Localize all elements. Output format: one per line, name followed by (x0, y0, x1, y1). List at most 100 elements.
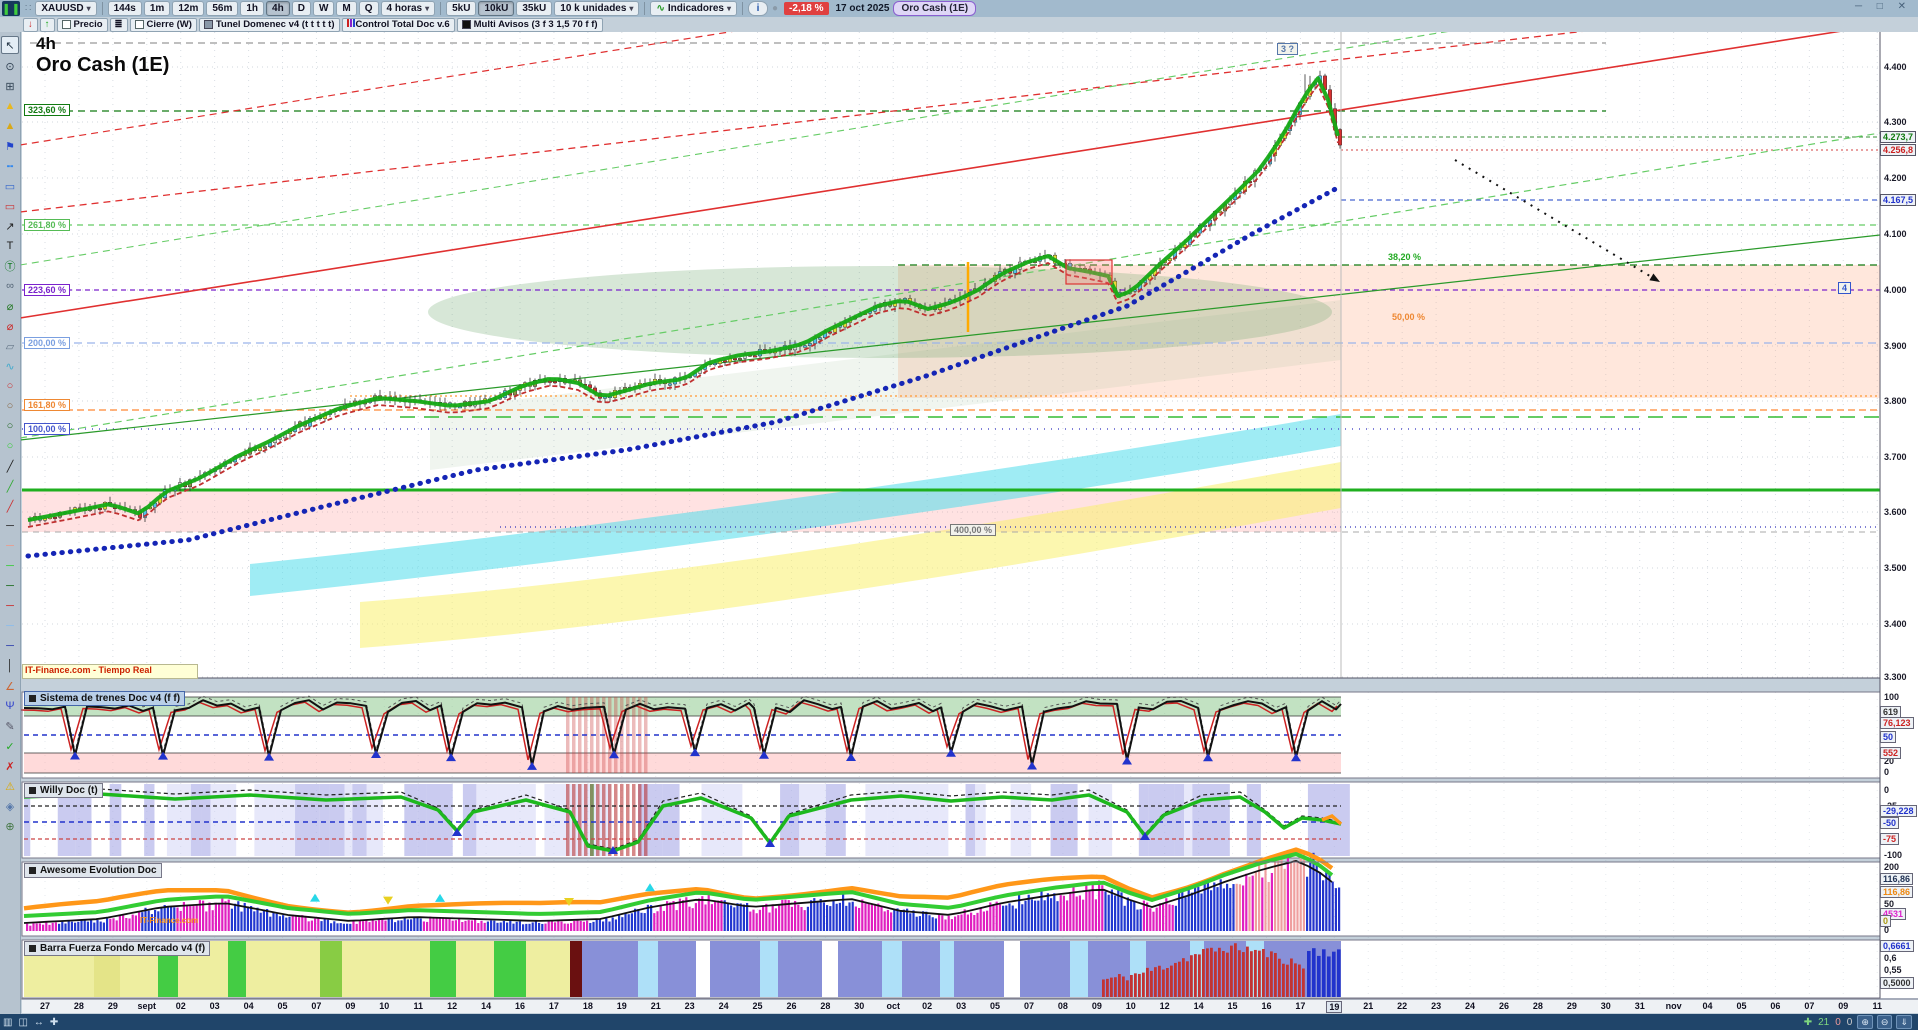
timeframe-4h[interactable]: 4h (266, 1, 290, 16)
pan-icon[interactable]: ↔ (33, 1016, 44, 1028)
rect-blue-tool-icon[interactable]: ▭ (4, 180, 16, 193)
text-tool-icon[interactable]: T (6, 240, 14, 252)
hline-black-tool-icon[interactable]: ─ (6, 520, 14, 532)
cursor-tool-icon[interactable]: ↖ (1, 36, 19, 54)
timeframe-12m[interactable]: 12m (172, 1, 205, 16)
checkbox-icon[interactable] (61, 20, 71, 29)
scroll-down-button[interactable]: ↓ (23, 17, 38, 32)
pattern-tool-icon[interactable]: ∿ (5, 360, 15, 373)
date-tick: 14 (1193, 1001, 1204, 1011)
hline-red-tool-icon[interactable]: ─ (6, 600, 14, 612)
ellipse-green-tool-icon[interactable]: ○ (6, 440, 14, 452)
timeframe-1h[interactable]: 1h (240, 1, 265, 16)
color-swatch-icon (461, 20, 471, 29)
chart-annotation: 400,00 % (950, 524, 997, 536)
timeframe-144s[interactable]: 144s (107, 1, 142, 16)
timeframe-W[interactable]: W (312, 1, 335, 16)
price-tick: 3.500 (1884, 563, 1907, 573)
indicator-level-box: -50 (1880, 817, 1900, 829)
segment-green-tool-icon[interactable]: ⌀ (6, 300, 14, 313)
pencil-tool-icon[interactable]: ✎ (5, 720, 15, 733)
link-tool-icon[interactable]: ∞ (6, 280, 14, 292)
timeframe-56m[interactable]: 56m (206, 1, 239, 16)
trendline-red-tool-icon[interactable]: ╱ (6, 500, 14, 513)
note-tool-icon[interactable]: Ⓣ (4, 261, 16, 273)
segment-red-tool-icon[interactable]: ⌀ (6, 320, 14, 333)
units-35kU[interactable]: 35kU (516, 1, 553, 16)
confirm-tool-icon[interactable]: ✓ (5, 740, 15, 753)
hline-green-tool-icon[interactable]: ─ (6, 560, 14, 572)
date-tick: oct (886, 1001, 901, 1011)
indicators-button[interactable]: ∿ Indicadores ▾ (650, 1, 737, 16)
trendline-green-tool-icon[interactable]: ╱ (6, 480, 14, 493)
rect-red-tool-icon[interactable]: ▭ (4, 200, 16, 213)
ruler-tool-icon[interactable]: ▱ (5, 340, 15, 353)
scroll-down-icon[interactable]: ⇓ (1896, 1015, 1912, 1029)
checkbox-icon[interactable] (134, 20, 144, 29)
add-tool-tool-icon[interactable]: ⊕ (5, 820, 15, 833)
ellipse-brown-tool-icon[interactable]: ○ (6, 400, 14, 412)
legend-control[interactable]: Control Total Doc v.6 (341, 17, 455, 32)
split-view-icon[interactable]: ◫ (18, 1016, 28, 1028)
panel-tab-4[interactable]: Barra Fuerza Fondo Mercado v4 (f) (24, 941, 211, 956)
hline-salmon-tool-icon[interactable]: ─ (6, 540, 14, 552)
session-change-badge: -2,18 % (784, 2, 829, 15)
symbol-selector[interactable]: XAUUSD ▾ (35, 1, 97, 16)
chart-annotation: 3 ? (1277, 43, 1299, 55)
zoom-area-tool-icon[interactable]: ⊞ (5, 80, 15, 93)
timeframe-M[interactable]: M (336, 1, 357, 16)
ellipse-dark-green-tool-icon[interactable]: ○ (6, 420, 14, 432)
scroll-up-button[interactable]: ↑ (39, 17, 55, 32)
hline-light-blue-tool-icon[interactable]: ─ (6, 620, 14, 632)
angle-tool-icon[interactable]: ∠ (5, 680, 15, 693)
instrument-tab[interactable]: Oro Cash (1E) (893, 1, 977, 16)
zoom-tool-icon[interactable]: ⊙ (5, 60, 15, 73)
units-selector[interactable]: 10 k unidades ▾ (554, 1, 640, 16)
info-button[interactable]: i (747, 1, 768, 16)
window-controls[interactable]: ─ □ ✕ (1854, 1, 1912, 12)
date-tick: 05 (990, 1001, 1001, 1011)
counter-1: 21 (1818, 1016, 1830, 1028)
panel-tab-1[interactable]: Sistema de trenes Doc v4 (f f) (24, 691, 186, 706)
indicator-icon (29, 695, 36, 702)
alert-tool-icon[interactable]: ▲ (4, 100, 16, 112)
panel-tab-3[interactable]: Awesome Evolution Doc (24, 863, 162, 878)
panel-tab-2[interactable]: Willy Doc (t) (24, 783, 103, 798)
counter-3: 0 (1846, 1016, 1853, 1028)
timeframe-Q[interactable]: Q (358, 1, 379, 16)
legend-precio[interactable]: Precio (56, 17, 108, 32)
units-5kU[interactable]: 5kU (446, 1, 477, 16)
units-10kU[interactable]: 10kU (478, 1, 515, 16)
hline-dark-green-tool-icon[interactable]: ─ (6, 580, 14, 592)
counter-2: 0 (1835, 1016, 1841, 1028)
date-tick: 11 (1872, 1001, 1882, 1011)
warning-tool-icon[interactable]: ⚠ (5, 780, 15, 793)
date-tick: 16 (1261, 1001, 1272, 1011)
alert-add-tool-icon[interactable]: ▲ (4, 120, 16, 132)
zoom-out-icon[interactable]: ⊖ (1876, 1015, 1893, 1029)
legend-tunel[interactable]: Tunel Domenec v4 (t t t t t) (198, 17, 340, 32)
date-tick: 26 (786, 1001, 797, 1011)
period-selector[interactable]: 4 horas ▾ (380, 1, 436, 16)
delete-tool-icon[interactable]: ✗ (5, 760, 15, 773)
trendline-black-tool-icon[interactable]: ╱ (6, 460, 14, 473)
hline-dark-blue-tool-icon[interactable]: ─ (6, 640, 14, 652)
panel3-watermark: IT-Finance.com (140, 916, 199, 925)
ellipse-red-tool-icon[interactable]: ○ (6, 380, 14, 392)
timeframe-1m[interactable]: 1m (143, 1, 171, 16)
legend-cierre[interactable]: Cierre (W) (129, 17, 197, 32)
legend-multi[interactable]: Multi Avisos (3 f 3 1,5 70 f f) (456, 17, 603, 32)
chart-mode-icon[interactable]: ▥ (3, 1016, 13, 1028)
zoom-in-icon[interactable]: ⊕ (1857, 1015, 1873, 1029)
legend-list[interactable]: ≣ (109, 17, 128, 32)
vline-tool-icon[interactable]: │ (6, 660, 14, 672)
arrow-tool-icon[interactable]: ↗ (5, 220, 15, 233)
date-tick: 27 (39, 1001, 51, 1011)
fibonacci-tool-icon[interactable]: ◈ (5, 800, 15, 813)
timeframe-D[interactable]: D (291, 1, 311, 16)
segment-dashed-tool-icon[interactable]: ╍ (6, 160, 14, 173)
pitchfork-tool-icon[interactable]: Ψ (5, 700, 15, 712)
alert-flag-tool-icon[interactable]: ⚑ (5, 140, 15, 153)
add-chart-icon[interactable]: ✚ (49, 1016, 59, 1028)
